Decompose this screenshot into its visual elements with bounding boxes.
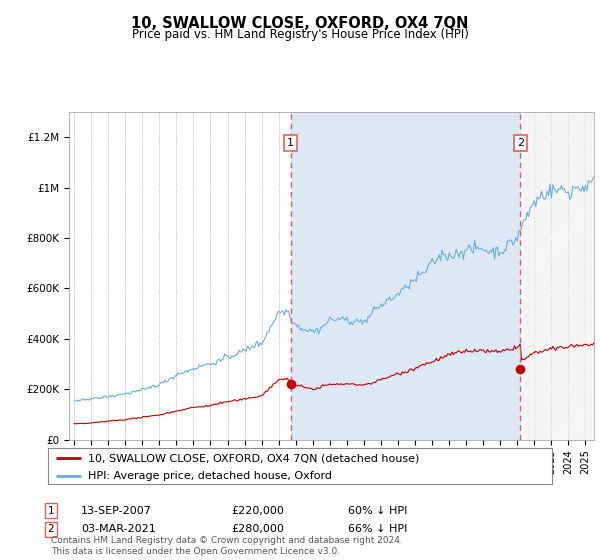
Text: 10, SWALLOW CLOSE, OXFORD, OX4 7QN: 10, SWALLOW CLOSE, OXFORD, OX4 7QN bbox=[131, 16, 469, 31]
Bar bbox=[520, 112, 594, 440]
Text: 2: 2 bbox=[47, 524, 55, 534]
Bar bbox=[290, 112, 520, 440]
Text: Contains HM Land Registry data © Crown copyright and database right 2024.
This d: Contains HM Land Registry data © Crown c… bbox=[51, 536, 403, 556]
Text: 60% ↓ HPI: 60% ↓ HPI bbox=[348, 506, 407, 516]
Text: 10, SWALLOW CLOSE, OXFORD, OX4 7QN (detached house): 10, SWALLOW CLOSE, OXFORD, OX4 7QN (deta… bbox=[88, 453, 419, 463]
Text: 66% ↓ HPI: 66% ↓ HPI bbox=[348, 524, 407, 534]
Text: 1: 1 bbox=[47, 506, 55, 516]
Text: £220,000: £220,000 bbox=[231, 506, 284, 516]
Text: 2: 2 bbox=[517, 138, 524, 148]
Text: Price paid vs. HM Land Registry's House Price Index (HPI): Price paid vs. HM Land Registry's House … bbox=[131, 28, 469, 41]
Text: HPI: Average price, detached house, Oxford: HPI: Average price, detached house, Oxfo… bbox=[88, 472, 332, 482]
Text: 03-MAR-2021: 03-MAR-2021 bbox=[81, 524, 156, 534]
Text: 1: 1 bbox=[287, 138, 294, 148]
Text: 13-SEP-2007: 13-SEP-2007 bbox=[81, 506, 152, 516]
Text: £280,000: £280,000 bbox=[231, 524, 284, 534]
